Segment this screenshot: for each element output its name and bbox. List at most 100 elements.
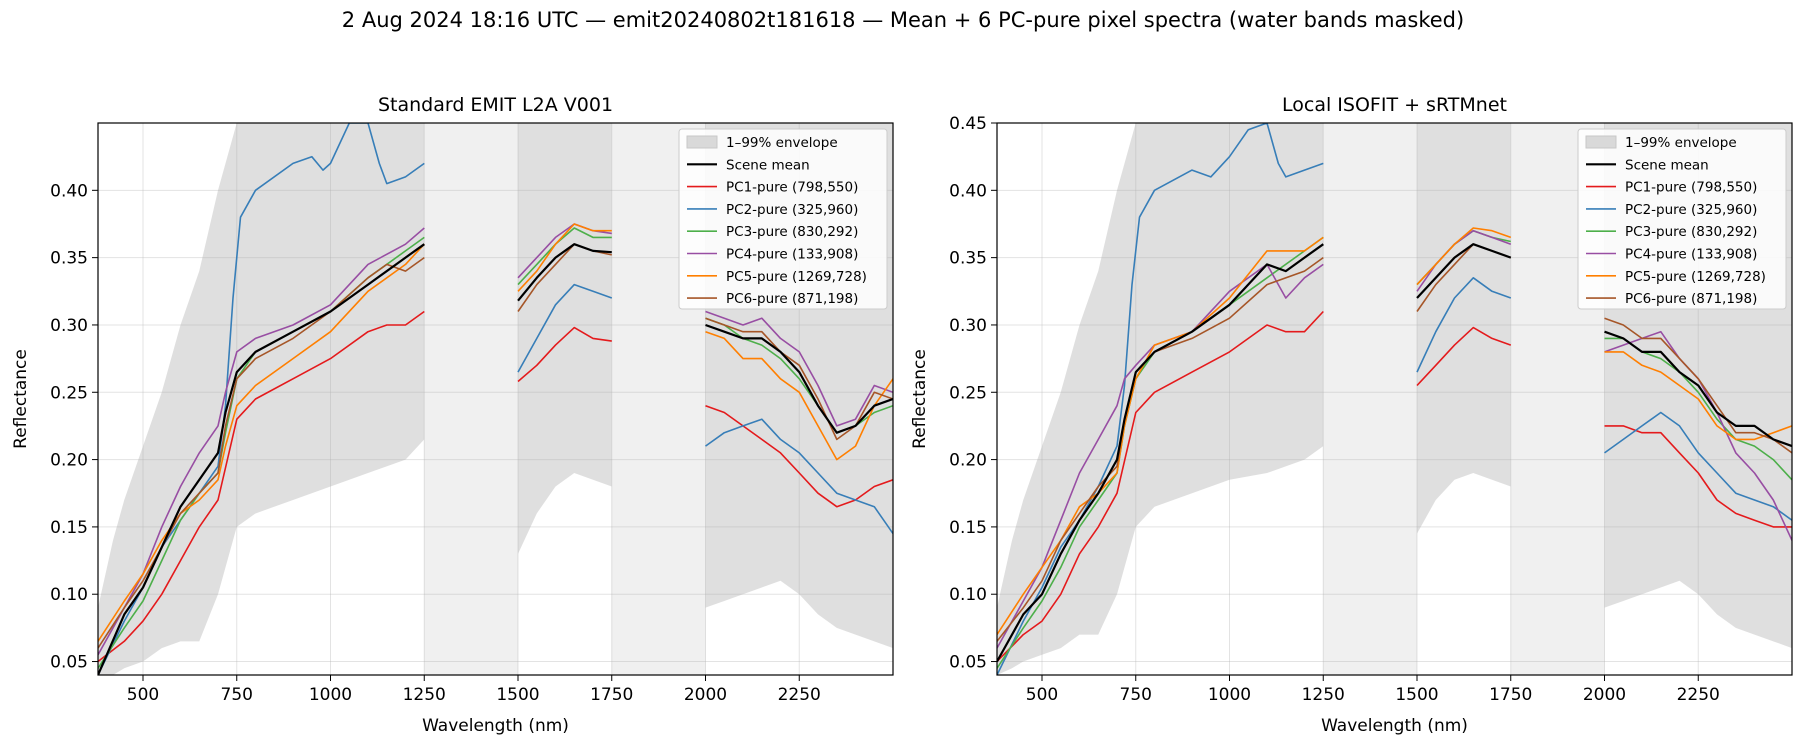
legend-label: PC6-pure (871,198) [1625, 291, 1757, 307]
series-line [1604, 317, 1792, 454]
series-line [1604, 351, 1792, 441]
chart-panel-2: 500 750 1000 1250 1500 1750 2000 2250 0.05 0.10 0.… [910, 94, 1793, 736]
series-line [1416, 227, 1512, 286]
y-tick-label: 0.05 [50, 653, 88, 673]
x-tick-label: 1500 [1395, 685, 1438, 705]
y-tick-label: 0.15 [50, 518, 88, 538]
series-line [517, 223, 612, 292]
x-axis-label: Wavelength (nm) [422, 716, 569, 736]
series-line [517, 227, 612, 286]
envelope-band [98, 123, 425, 675]
legend-label: PC4-pure (133,908) [726, 247, 858, 263]
series-line [1416, 277, 1512, 373]
x-tick-label: 1750 [590, 685, 633, 705]
legend-swatch [686, 135, 718, 149]
series-line [705, 317, 893, 434]
series-line [98, 310, 425, 663]
series-line [705, 418, 893, 535]
x-tick-label: 2250 [778, 685, 821, 705]
series-line [98, 243, 425, 675]
legend-label: PC1-pure (798,550) [1625, 180, 1757, 196]
legend-label: 1–99% envelope [1625, 135, 1737, 151]
x-tick-label: 750 [221, 685, 253, 705]
legend-label: Scene mean [726, 157, 810, 173]
x-tick-label: 1000 [1208, 685, 1251, 705]
x-tick-label: 1250 [403, 685, 446, 705]
y-tick-label: 0.40 [50, 181, 88, 201]
legend-label: 1–99% envelope [726, 135, 838, 151]
legend-frame [1577, 128, 1787, 310]
series-line [1604, 411, 1792, 521]
series-line [997, 236, 1324, 636]
legend: 1–99% envelope Scene mean PC1-pure (798,55… [1577, 128, 1787, 310]
envelope-band [997, 123, 1324, 675]
series-line [1416, 326, 1512, 387]
y-axis-label: Reflectance [11, 349, 31, 449]
legend-label: PC3-pure (830,292) [726, 224, 858, 240]
y-tick-label: 0.40 [949, 181, 987, 201]
x-tick-label: 1250 [1302, 685, 1345, 705]
legend-label: PC3-pure (830,292) [1625, 224, 1757, 240]
y-tick-label: 0.25 [949, 383, 987, 403]
y-tick-label: 0.45 [949, 114, 987, 134]
x-tick-label: 2000 [1583, 685, 1626, 705]
legend-label: PC2-pure (325,960) [1625, 202, 1757, 218]
series-line [705, 323, 893, 434]
legend-label: PC1-pure (798,550) [726, 180, 858, 196]
series-line [1416, 243, 1512, 299]
axes-frame [97, 122, 894, 676]
y-axis-label: Reflectance [910, 349, 930, 449]
x-tick-label: 500 [127, 685, 159, 705]
y-tick-label: 0.25 [50, 383, 88, 403]
series-line [997, 243, 1324, 663]
masked-band [424, 123, 518, 675]
y-tick-label: 0.20 [949, 451, 987, 471]
x-tick-label: 2250 [1677, 685, 1720, 705]
series-line [98, 227, 425, 656]
series-line [997, 310, 1324, 663]
legend-label: PC4-pure (133,908) [1625, 247, 1757, 263]
chart-panel-1: 500 750 1000 1250 1500 1750 2000 2250 0.05 0.10 0.… [11, 94, 894, 736]
legend-label: PC2-pure (325,960) [726, 202, 858, 218]
legend-label: PC5-pure (1269,728) [726, 269, 867, 285]
series-line [705, 330, 893, 461]
legend-swatch [1585, 135, 1617, 149]
legend-frame [678, 128, 888, 310]
envelope-band [1417, 123, 1511, 534]
y-tick-label: 0.10 [50, 585, 88, 605]
legend-label: PC6-pure (871,198) [726, 291, 858, 307]
y-tick-label: 0.35 [50, 249, 88, 269]
plot-area [997, 123, 1792, 675]
legend: 1–99% envelope Scene mean PC1-pure (798,55… [678, 128, 888, 310]
y-tick-label: 0.20 [50, 451, 88, 471]
series-line [517, 326, 612, 383]
envelope-band [518, 123, 612, 554]
panel-title: Standard EMIT L2A V001 [378, 94, 613, 116]
series-line [705, 317, 893, 441]
series-line [517, 243, 612, 302]
masked-band [1323, 123, 1417, 675]
y-tick-label: 0.10 [949, 585, 987, 605]
x-tick-label: 500 [1026, 685, 1058, 705]
legend-label: Scene mean [1625, 157, 1709, 173]
panel-title: Local ISOFIT + sRTMnet [1282, 94, 1507, 116]
x-axis-label: Wavelength (nm) [1321, 716, 1468, 736]
y-tick-label: 0.35 [949, 249, 987, 269]
series-line [705, 310, 893, 427]
series-line [997, 123, 1324, 675]
x-tick-label: 1500 [496, 685, 539, 705]
series-line [98, 123, 425, 675]
legend-label: PC5-pure (1269,728) [1625, 269, 1766, 285]
series-line [705, 404, 893, 508]
y-tick-label: 0.30 [50, 316, 88, 336]
axes-frame [996, 122, 1793, 676]
series-line [517, 283, 613, 373]
x-tick-label: 1000 [309, 685, 352, 705]
figure-title: 2 Aug 2024 18:16 UTC — emit20240802t1816… [341, 8, 1465, 32]
series-line [98, 243, 425, 642]
y-tick-label: 0.30 [949, 316, 987, 336]
x-tick-label: 1750 [1489, 685, 1532, 705]
y-tick-label: 0.15 [949, 518, 987, 538]
x-tick-label: 2000 [684, 685, 727, 705]
